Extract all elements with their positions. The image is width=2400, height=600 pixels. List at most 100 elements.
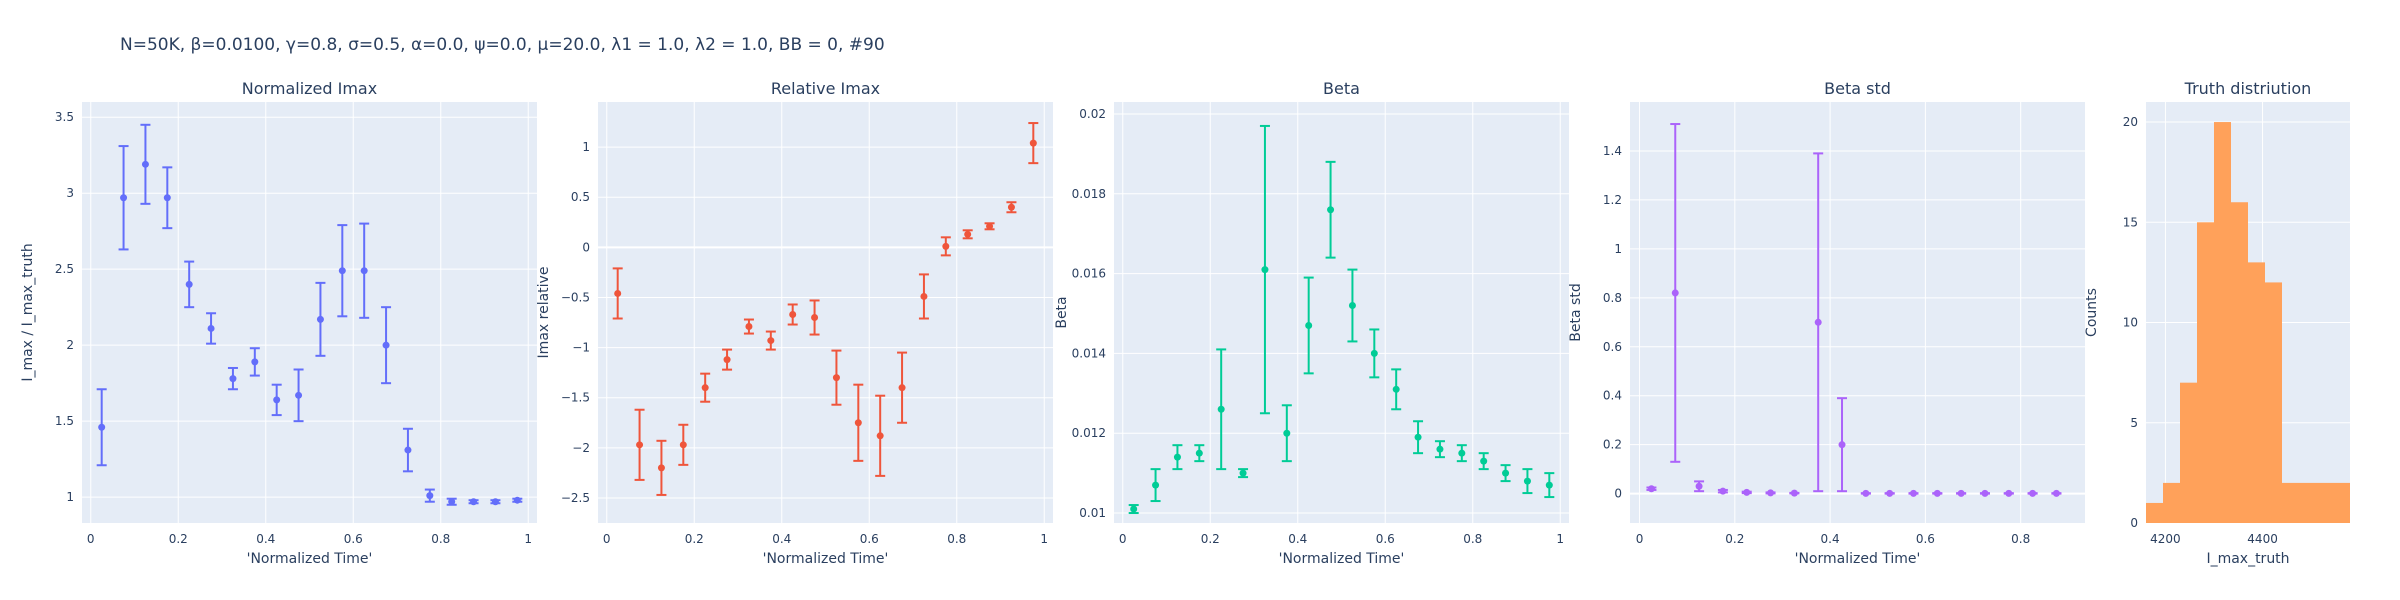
x-tick-label: 0.8	[2011, 532, 2030, 546]
y-tick-label: 20	[2123, 115, 2138, 129]
x-tick-label: 0.6	[1916, 532, 1935, 546]
data-point	[1719, 487, 1727, 495]
x-axis-label: 'Normalized Time'	[1279, 551, 1405, 567]
data-point	[1767, 489, 1775, 497]
x-axis-label: 'Normalized Time'	[247, 551, 373, 567]
plot-area	[1630, 102, 2085, 523]
y-tick-label: 3.5	[55, 110, 74, 124]
y-tick-label: −2	[572, 441, 590, 455]
x-tick-label: 0.2	[1725, 532, 1744, 546]
data-point	[876, 432, 884, 440]
subplot-4: 0 0.2 0.4 0.6 0.8 1 1.2 1.4 0 0.2 0.4 0.6 0.8 Beta st…	[1568, 79, 2085, 567]
data-point	[513, 496, 521, 504]
y-tick-label: 2.5	[55, 262, 74, 276]
data-point	[1814, 318, 1822, 326]
y-tick-label: 0	[2130, 516, 2138, 530]
data-point	[426, 492, 434, 500]
data-point	[723, 356, 731, 364]
x-tick-label: 0.4	[1821, 532, 1840, 546]
x-tick-label: 4400	[2247, 532, 2278, 546]
data-point	[1392, 385, 1400, 393]
data-point	[98, 423, 106, 431]
data-point	[1173, 453, 1181, 461]
plot-area	[82, 102, 537, 523]
data-point	[1838, 441, 1846, 449]
y-axis-label: Beta	[1054, 296, 1070, 328]
y-tick-label: −1	[572, 341, 590, 355]
x-tick-label: 0.8	[431, 532, 450, 546]
y-tick-label: −0.5	[561, 290, 590, 304]
histogram-bar	[2333, 482, 2350, 523]
y-axis-label: Counts	[2084, 288, 2100, 337]
data-point	[1195, 449, 1203, 457]
histogram-bar	[2214, 122, 2231, 524]
data-point	[1502, 469, 1510, 477]
data-point	[1671, 289, 1679, 297]
data-point	[1305, 321, 1313, 329]
plot-area	[1114, 102, 1569, 523]
data-point	[2052, 489, 2060, 497]
subplot-title: Beta	[1323, 79, 1360, 98]
data-point	[163, 194, 171, 202]
histogram-bar	[2282, 482, 2299, 523]
data-point	[1695, 482, 1703, 490]
y-tick-label: 5	[2130, 416, 2138, 430]
histogram-bar	[2299, 482, 2316, 523]
y-tick-label: 0.016	[1072, 267, 1106, 281]
data-point	[404, 446, 412, 454]
y-tick-label: 0	[582, 240, 590, 254]
y-tick-label: −1.5	[561, 391, 590, 405]
histogram-bar	[2146, 502, 2163, 523]
y-tick-label: 0.5	[571, 190, 590, 204]
data-point	[1933, 489, 1941, 497]
y-tick-label: 1	[66, 490, 74, 504]
data-point	[657, 464, 665, 472]
y-tick-label: 0.8	[1603, 291, 1622, 305]
subplot-title: Normalized Imax	[242, 79, 377, 98]
data-point	[491, 498, 499, 506]
data-point	[942, 242, 950, 250]
data-point	[1981, 489, 1989, 497]
data-point	[1239, 469, 1247, 477]
data-point	[448, 498, 456, 506]
figure-title: N=50K, β=0.0100, γ=0.8, σ=0.5, α=0.0, ψ=…	[120, 35, 885, 55]
data-point	[679, 441, 687, 449]
y-axis-label: I_max / I_max_truth	[20, 243, 36, 381]
x-axis-label: 'Normalized Time'	[763, 551, 889, 567]
y-tick-label: 3	[66, 186, 74, 200]
data-point	[1458, 449, 1466, 457]
data-point	[986, 222, 994, 230]
data-point	[614, 289, 622, 297]
data-point	[1647, 485, 1655, 493]
histogram-bar	[2316, 482, 2333, 523]
y-tick-label: 0.2	[1603, 438, 1622, 452]
x-tick-label: 0	[87, 532, 95, 546]
data-point	[1370, 349, 1378, 357]
data-point	[120, 194, 128, 202]
data-point	[2005, 489, 2013, 497]
data-point	[207, 324, 215, 332]
data-point	[1029, 139, 1037, 147]
x-tick-label: 0.4	[256, 532, 275, 546]
x-tick-label: 0.4	[772, 532, 791, 546]
x-tick-label: 0.8	[947, 532, 966, 546]
data-point	[229, 375, 237, 383]
y-tick-label: 0.01	[1079, 506, 1106, 520]
x-axis-label: I_max_truth	[2206, 551, 2289, 567]
data-point	[1480, 457, 1488, 465]
data-point	[316, 315, 324, 323]
data-point	[1862, 489, 1870, 497]
data-point	[920, 292, 928, 300]
data-point	[1886, 489, 1894, 497]
data-point	[1348, 302, 1356, 310]
x-tick-label: 0.6	[344, 532, 363, 546]
histogram-bar	[2231, 202, 2248, 523]
x-tick-label: 1	[524, 532, 532, 546]
y-tick-label: 15	[2123, 215, 2138, 229]
data-point	[1152, 481, 1160, 489]
data-point	[251, 358, 259, 366]
x-tick-label: 0.2	[1201, 532, 1220, 546]
data-point	[1909, 489, 1917, 497]
data-point	[1743, 488, 1751, 496]
